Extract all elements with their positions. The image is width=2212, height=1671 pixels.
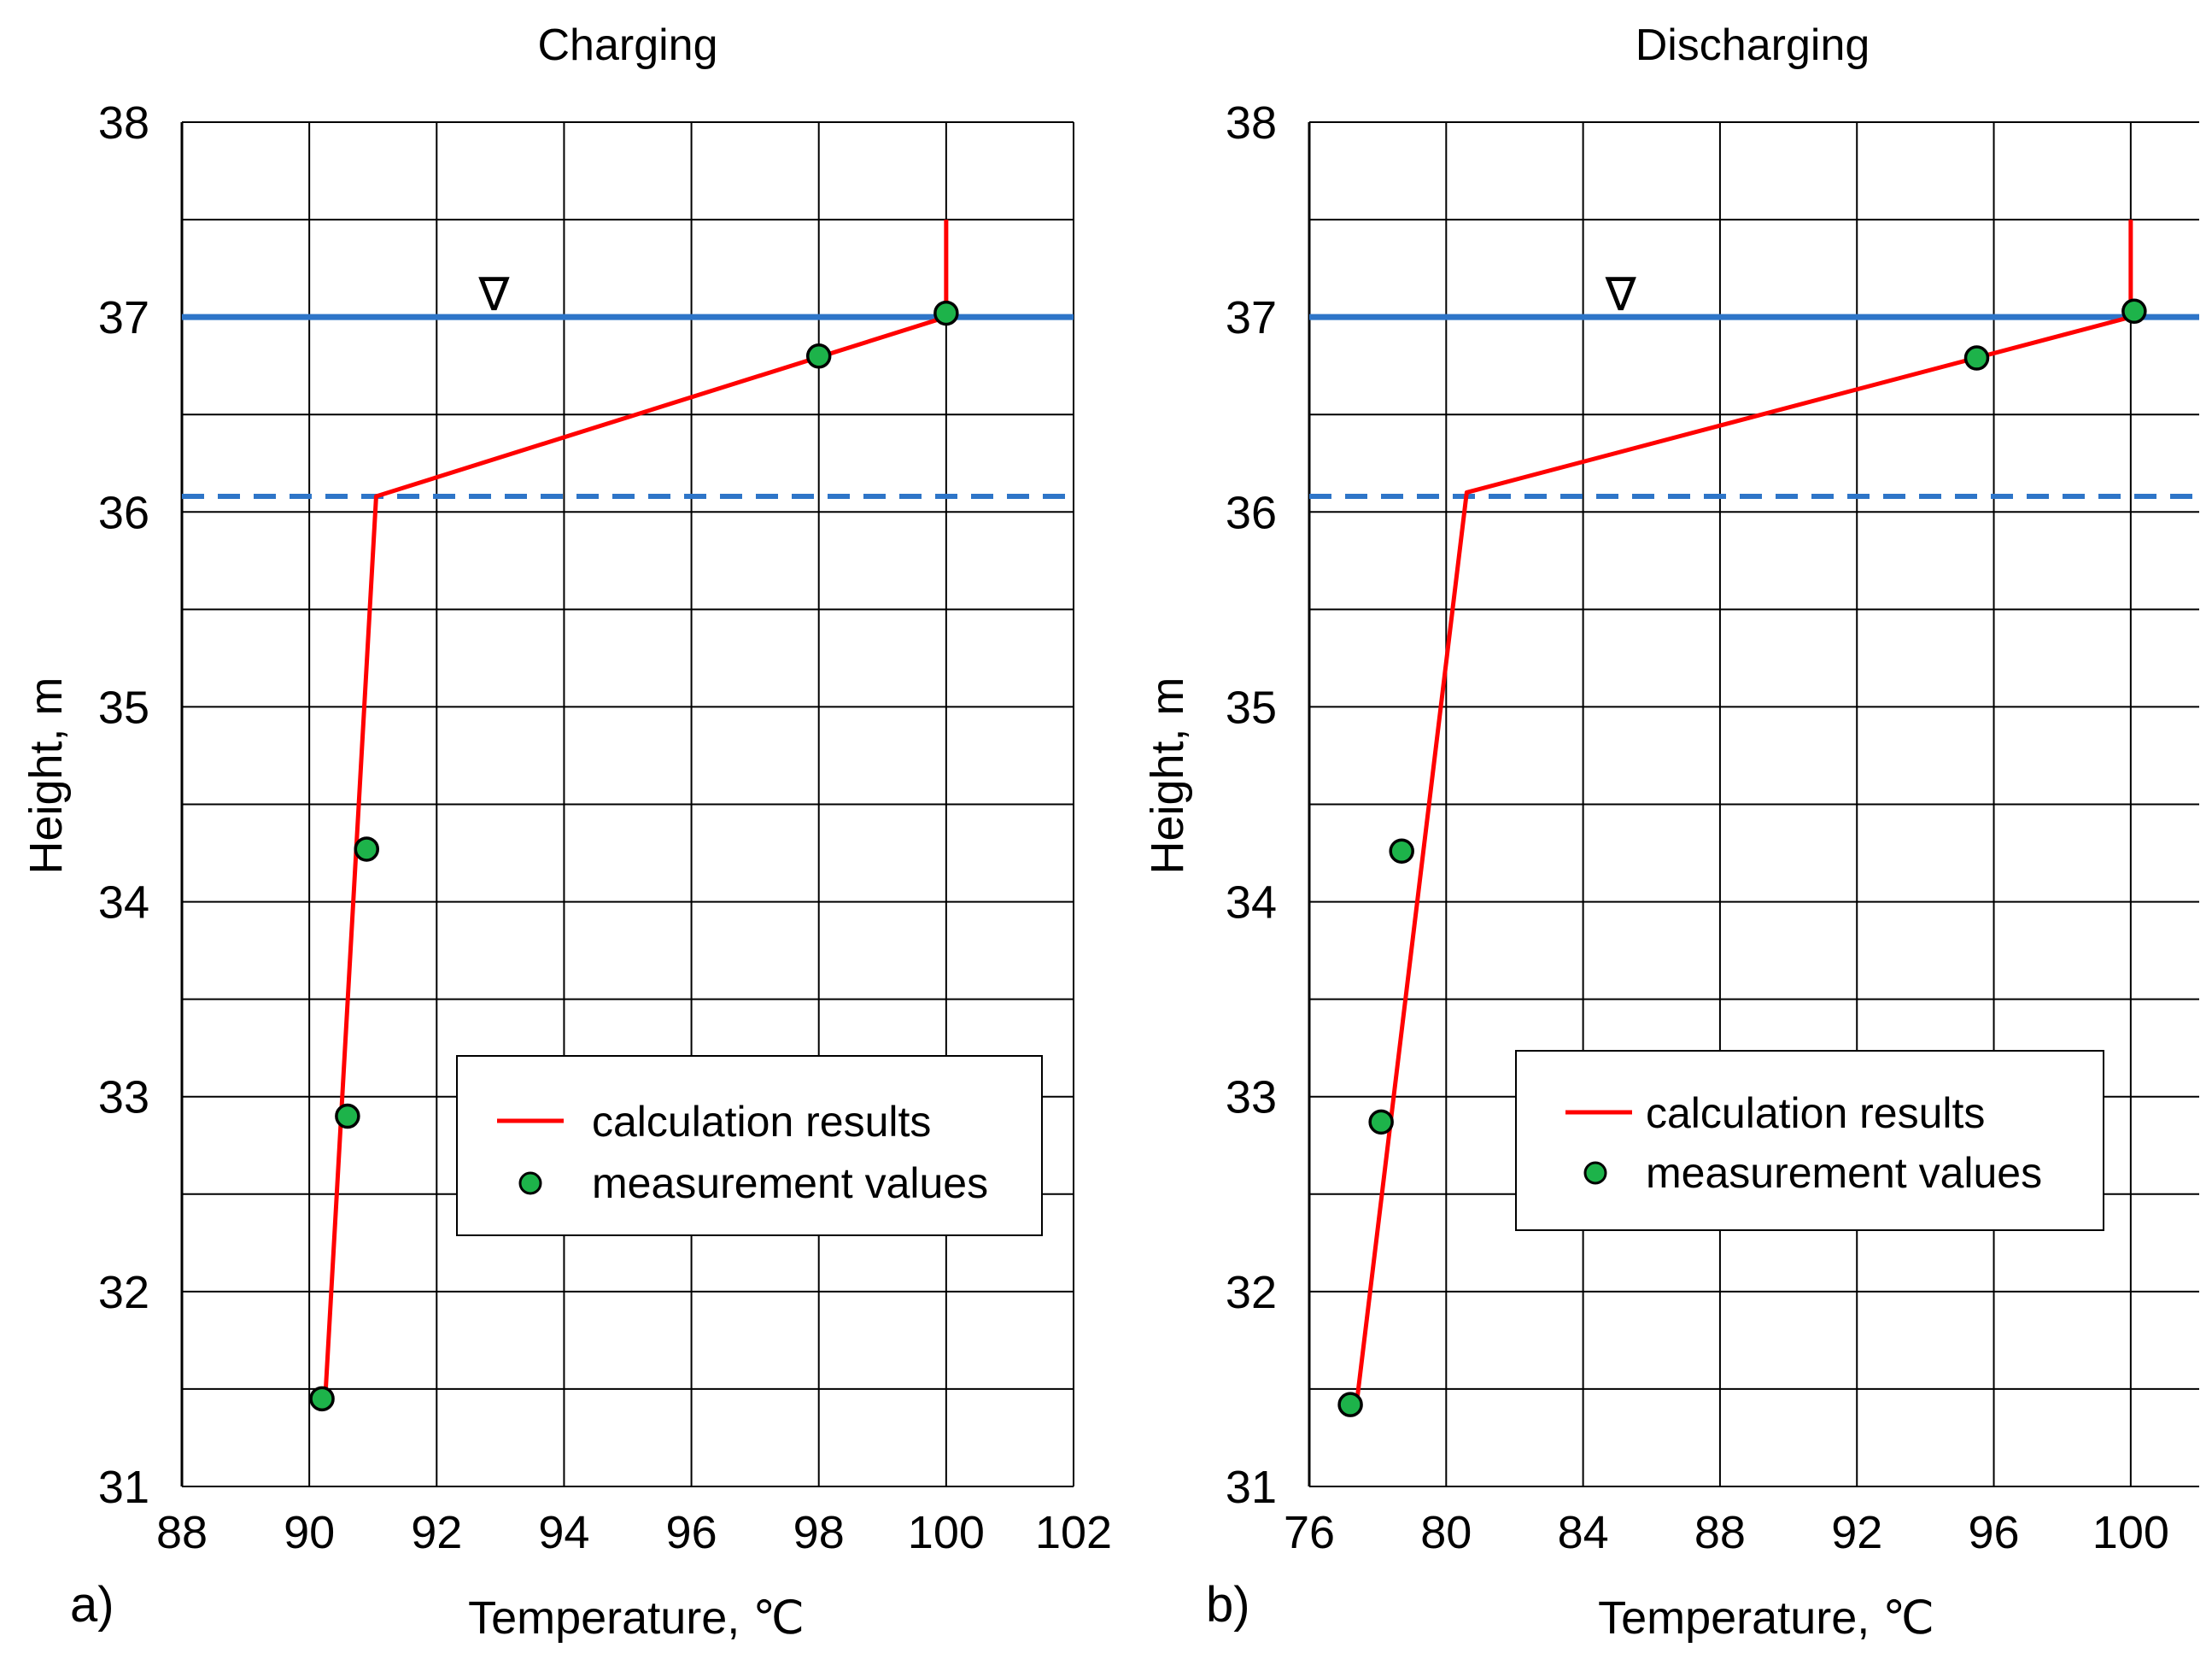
x-tick-label: 96 <box>666 1507 717 1558</box>
x-tick-label: 94 <box>538 1507 589 1558</box>
y-axis-label: Height, m <box>20 677 72 874</box>
y-tick-label: 33 <box>1226 1072 1277 1123</box>
legend-label-measurement: measurement values <box>592 1159 988 1207</box>
x-tick-label: 100 <box>2092 1507 2169 1558</box>
y-tick-label: 35 <box>1226 682 1277 733</box>
x-tick-labels: 76 80 84 88 92 96 100 <box>1284 1507 2169 1558</box>
series-measurement-values <box>1337 298 2147 1417</box>
x-axis-label: Temperature, ℃ <box>1598 1592 1934 1644</box>
x-tick-label: 100 <box>908 1507 985 1558</box>
x-tick-label: 76 <box>1284 1507 1335 1558</box>
y-tick-label: 36 <box>98 487 149 538</box>
reference-lines: ∇ <box>182 269 1074 500</box>
legend-marker-swatch <box>1583 1161 1607 1185</box>
chart-panel-discharging: Discharging ∇ 76 80 84 88 92 96 100 31 32 33 34 35… <box>1142 21 2199 1644</box>
panel-label-a: a) <box>70 1577 114 1633</box>
measurement-point <box>805 343 832 369</box>
measurement-point <box>933 300 959 326</box>
x-tick-labels: 88 90 92 94 96 98 100 102 <box>156 1507 1112 1558</box>
y-tick-label: 31 <box>98 1462 149 1513</box>
y-tick-label: 31 <box>1226 1462 1277 1513</box>
y-tick-label: 36 <box>1226 487 1277 538</box>
measurement-point <box>2121 298 2147 325</box>
y-tick-label: 32 <box>98 1267 149 1318</box>
reference-lines: ∇ <box>1309 269 2199 500</box>
water-level-symbol: ∇ <box>1605 269 1637 320</box>
measurement-point <box>1963 345 1990 371</box>
y-tick-label: 34 <box>1226 877 1277 929</box>
y-axis-label: Height, m <box>1142 677 1193 874</box>
x-tick-label: 80 <box>1420 1507 1472 1558</box>
grid <box>180 121 1074 1487</box>
legend: calculation results measurement values <box>1515 1050 2104 1231</box>
y-tick-label: 34 <box>98 877 149 929</box>
y-tick-label: 37 <box>98 292 149 343</box>
legend-marker-swatch <box>518 1171 542 1195</box>
measurement-point <box>354 836 380 862</box>
x-tick-label: 90 <box>284 1507 335 1558</box>
water-level-symbol: ∇ <box>477 269 510 320</box>
measurement-point <box>1389 838 1414 865</box>
y-tick-label: 38 <box>1226 97 1277 149</box>
legend-label-calculation: calculation results <box>592 1098 931 1146</box>
y-tick-labels: 31 32 33 34 35 36 37 38 <box>98 97 149 1513</box>
y-tick-label: 32 <box>1226 1267 1277 1318</box>
x-tick-label: 96 <box>1968 1507 2019 1558</box>
y-tick-label: 37 <box>1226 292 1277 343</box>
measurement-point <box>1337 1392 1363 1417</box>
x-tick-label: 102 <box>1035 1507 1112 1558</box>
series-measurement-values <box>309 300 959 1412</box>
series-calculation-results <box>1355 220 2133 1399</box>
x-tick-label: 84 <box>1558 1507 1609 1558</box>
x-axis-label: Temperature, ℃ <box>468 1592 805 1644</box>
chart-title: Charging <box>537 21 717 70</box>
calculation-line <box>323 220 949 1399</box>
x-tick-label: 88 <box>156 1507 208 1558</box>
legend-label-measurement: measurement values <box>1646 1149 2042 1197</box>
x-tick-label: 92 <box>1831 1507 1882 1558</box>
legend-box <box>456 1055 1043 1236</box>
calculation-line <box>1355 220 2133 1399</box>
panel-label-b: b) <box>1206 1577 1250 1633</box>
chart-panel-charging: Charging ∇ 88 90 92 94 96 98 100 102 31 32 33 34 35… <box>20 21 1112 1644</box>
series-calculation-results <box>323 220 949 1399</box>
y-tick-label: 33 <box>98 1072 149 1123</box>
legend: calculation results measurement values <box>456 1055 1043 1236</box>
legend-box <box>1515 1050 2104 1231</box>
x-tick-label: 92 <box>411 1507 462 1558</box>
measurement-point <box>1368 1109 1394 1135</box>
y-tick-labels: 31 32 33 34 35 36 37 38 <box>1226 97 1277 1513</box>
x-tick-label: 98 <box>793 1507 845 1558</box>
chart-title: Discharging <box>1636 21 1870 70</box>
measurement-point <box>309 1386 335 1412</box>
y-tick-label: 35 <box>98 682 149 733</box>
measurement-point <box>335 1103 360 1129</box>
y-tick-label: 38 <box>98 97 149 149</box>
x-tick-label: 88 <box>1694 1507 1746 1558</box>
legend-label-calculation: calculation results <box>1646 1089 1985 1137</box>
